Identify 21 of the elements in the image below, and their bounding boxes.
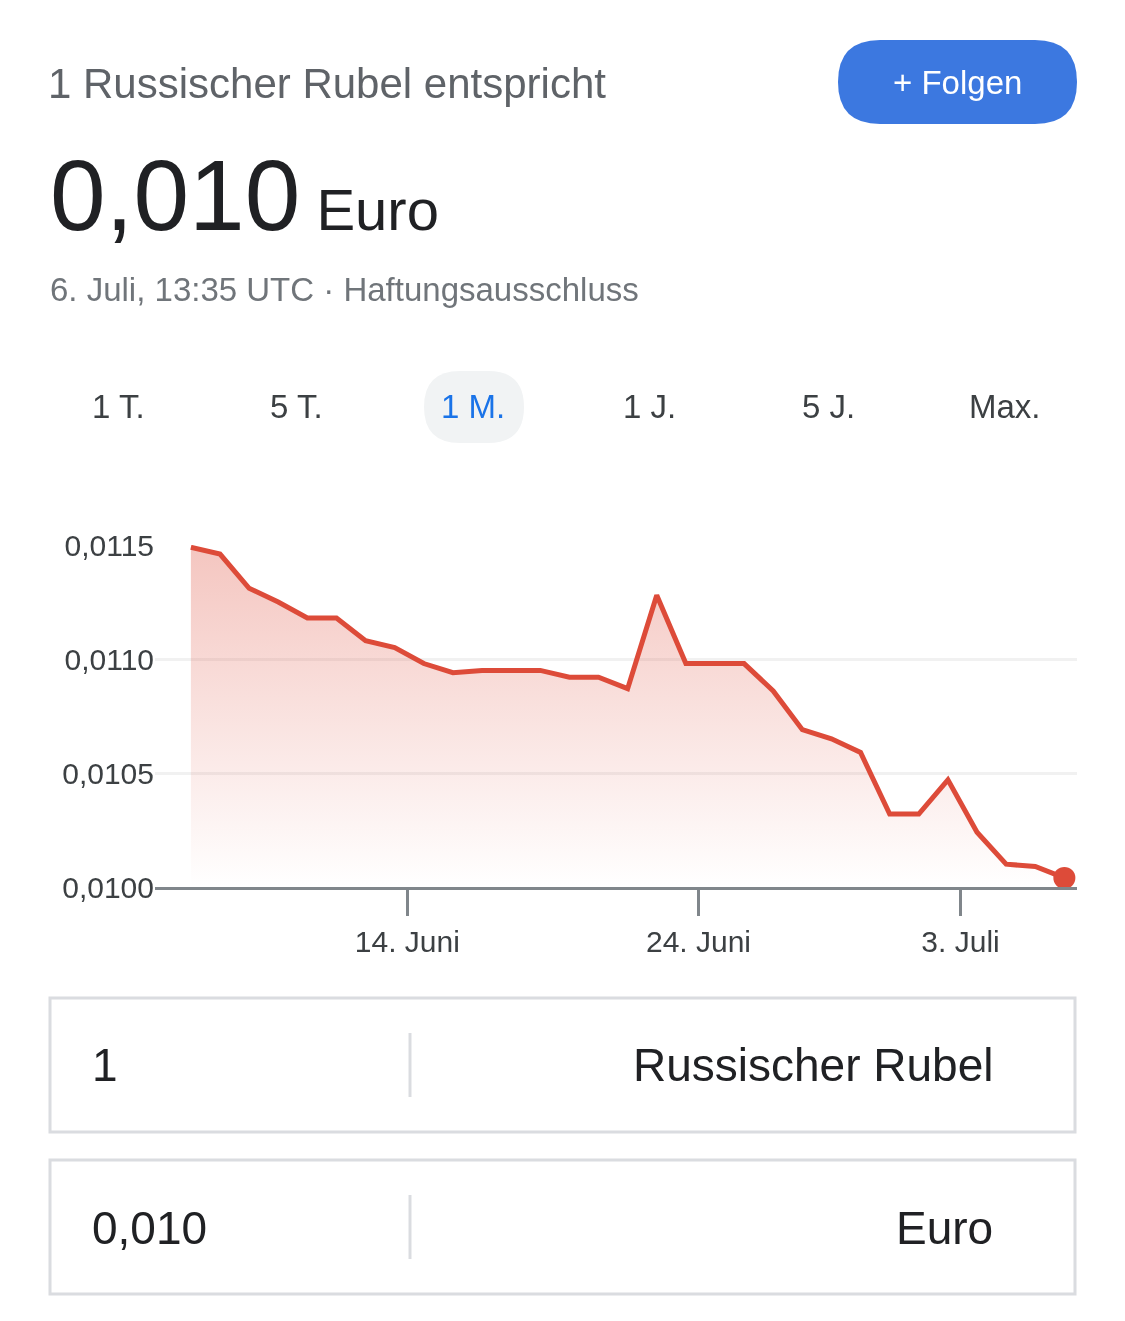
text: 1 T. <box>92 388 145 425</box>
x-tick-label: 3. Juli <box>921 925 1000 958</box>
text: 5 J. <box>802 388 856 425</box>
text: Max. <box>969 388 1041 425</box>
text: + Folgen <box>893 64 1023 101</box>
text: 0,010 <box>92 1202 208 1254</box>
text: 1 J. <box>623 388 677 425</box>
x-tick-label: 14. Juni <box>354 925 460 958</box>
text: 5 T. <box>270 388 323 425</box>
text: 6. Juli, 13:35 UTC · Haftungsausschluss <box>50 271 639 308</box>
chart-title: 1 Russischer Rubel entspricht <box>48 59 607 107</box>
x-tick-label: 24. Juni <box>645 925 752 958</box>
text: Euro <box>896 1202 994 1254</box>
y-tick-label: 0,0105 <box>62 756 154 790</box>
y-tick-label: 0,0115 <box>64 528 154 562</box>
text: 1 M. <box>441 388 506 425</box>
chart-subtitle: 0,010 Euro <box>50 139 439 251</box>
y-tick-label: 0,0100 <box>62 870 154 904</box>
y-tick-label: 0,0110 <box>64 642 154 676</box>
text: 1 <box>92 1039 118 1091</box>
text: Russischer Rubel <box>633 1039 994 1091</box>
